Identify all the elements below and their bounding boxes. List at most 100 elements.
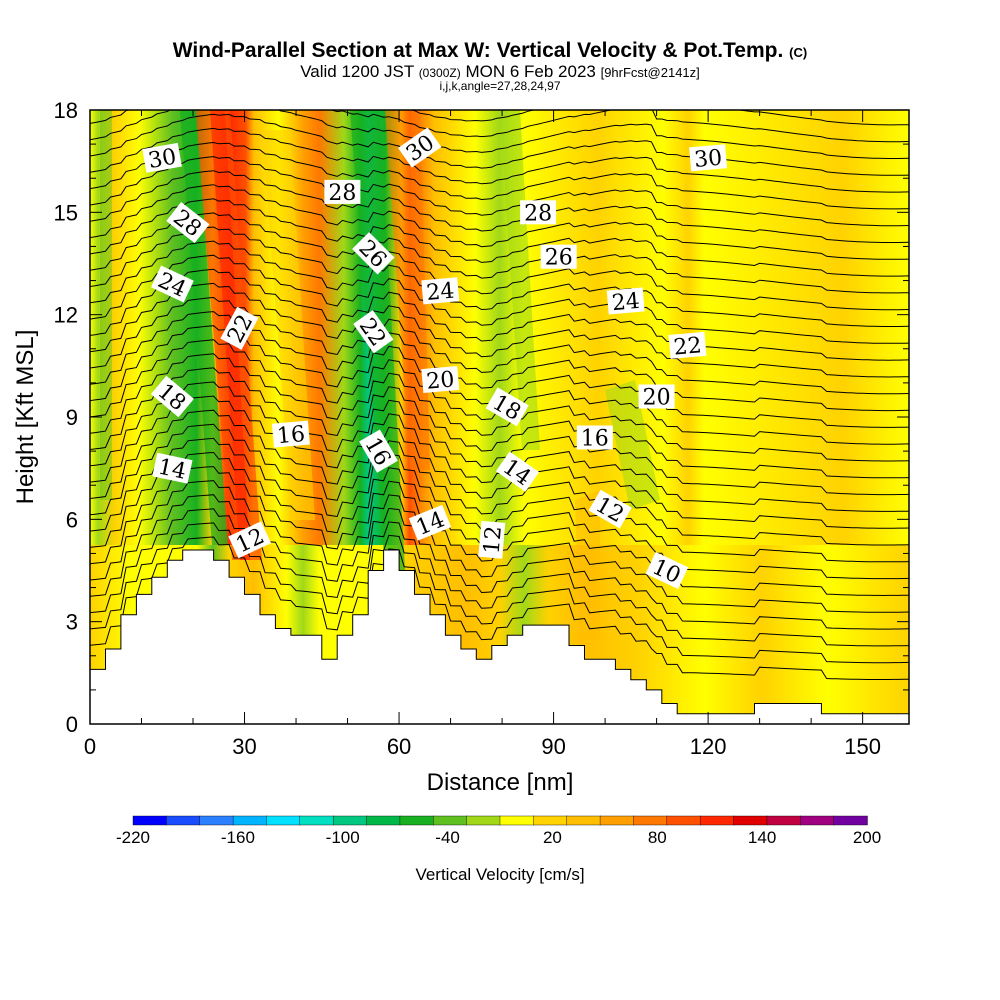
terrain-profile [89,549,910,725]
isentrope-line [90,381,909,496]
chart-subtitle: Valid 1200 JST (0300Z) MON 6 Feb 2023 [9… [300,62,700,81]
contour-label-text: 14 [156,455,189,485]
colorbar-swatch [633,815,668,826]
x-tick-label: 60 [387,734,411,759]
isentrope-line [90,268,909,361]
contour-label: 24 [421,277,460,306]
colorbar-swatch [199,815,234,826]
colorbar-tick-label: 80 [648,828,667,847]
potential-temperature-contours [90,110,909,680]
colorbar-swatch [566,815,601,826]
colorbar-swatch [366,815,401,826]
contour-label: 20 [638,384,675,411]
x-tick-label: 120 [690,734,727,759]
isentrope-line [90,226,909,311]
isentrope-line [90,536,909,680]
isentrope-line [90,437,909,563]
isentrope-line [90,110,909,143]
colorbar-swatch [733,815,768,826]
colorbar-swatch [299,815,334,826]
colorbar-tick-label: -160 [221,828,255,847]
colorbar-swatch [499,815,535,826]
colorbar-swatch [533,815,568,826]
y-tick-label: 6 [66,507,78,532]
colorbar-tick-label: 20 [543,828,562,847]
isentrope-line [90,508,909,647]
x-axis-label: Distance [nm] [427,769,574,796]
contour-label: 18 [150,375,194,418]
y-axis-label: Height [Kft MSL] [12,330,39,505]
isentrope-line [90,184,909,260]
contour-label: 16 [271,420,310,449]
x-tick-label: 0 [84,734,96,759]
contour-label-text: 24 [425,279,455,306]
colorbar-swatch [800,815,835,826]
contour-label: 22 [668,331,707,361]
colorbar-tick-label: -40 [435,828,460,847]
isentrope-line [90,212,909,294]
contour-label: 28 [520,200,557,226]
colorbar-swatch [266,815,301,826]
contour-label-text: 24 [611,289,641,316]
x-tick-label: 150 [844,734,881,759]
contour-label-text: 26 [545,246,573,271]
colorbar-swatch [166,815,201,826]
y-tick-label: 12 [54,303,78,328]
y-tick-label: 18 [54,98,78,123]
x-axis: 0 30 60 90 120 150 [84,110,881,759]
contour-label: 14 [152,452,193,485]
isentrope-line [90,480,909,613]
contour-label-text: 30 [693,146,723,173]
contour-label-text: 28 [328,181,356,206]
colorbar-swatch [833,815,868,826]
contour-label-text: 12 [480,525,507,555]
isentrope-line [90,494,909,630]
isentrope-line [90,409,909,529]
colorbar-tick-label: 140 [748,828,776,847]
isentrope-line [90,127,909,193]
contour-label: 12 [478,520,507,559]
colorbar-label: Vertical Velocity [cm/s] [415,865,584,884]
contour-label: 16 [576,425,613,452]
contour-label: 20 [421,365,460,395]
isentrope-line [90,170,909,243]
isentrope-line [90,311,909,412]
y-tick-label: 3 [66,610,78,635]
contour-label: 30 [689,144,728,173]
contour-label-text: 28 [524,201,552,226]
contour-label-text: 16 [276,422,306,449]
contour-label-text: 20 [425,367,455,394]
isentrope-line [90,423,909,546]
isentrope-line [90,522,909,664]
contour-label: 30 [398,127,442,168]
contour-label: 26 [540,244,577,271]
colorbar-tick-label: -220 [116,828,150,847]
colorbar-swatch [232,815,268,826]
isentrope-line [90,296,909,395]
colorbar-swatch [599,815,635,826]
isentrope-line [90,282,909,378]
isentrope-line [409,110,909,126]
isentrope-line [90,113,909,176]
colorbar-swatch [699,815,735,826]
chart-params: i,j,k,angle=27,28,24,97 [439,79,560,93]
y-tick-label: 15 [54,200,78,225]
isentrope-line [90,353,909,462]
contour-label-text: 22 [673,333,703,360]
colorbar-swatch [433,815,468,826]
isentrope-line [90,367,909,479]
y-tick-label: 0 [66,712,78,737]
contour-label: 28 [324,179,361,206]
contour-label-text: 30 [146,145,178,174]
colorbar-swatch [332,815,368,826]
colorbar-tick-label: 200 [853,828,881,847]
contour-label-text: 20 [643,386,671,411]
contour-label: 24 [606,287,645,316]
y-tick-label: 9 [66,405,78,430]
isentrope-line [90,156,909,227]
x-tick-label: 30 [232,734,256,759]
isentrope-line [90,110,909,159]
isentrope-line [90,254,909,344]
y-axis: 0 3 6 9 12 15 18 [54,98,909,737]
